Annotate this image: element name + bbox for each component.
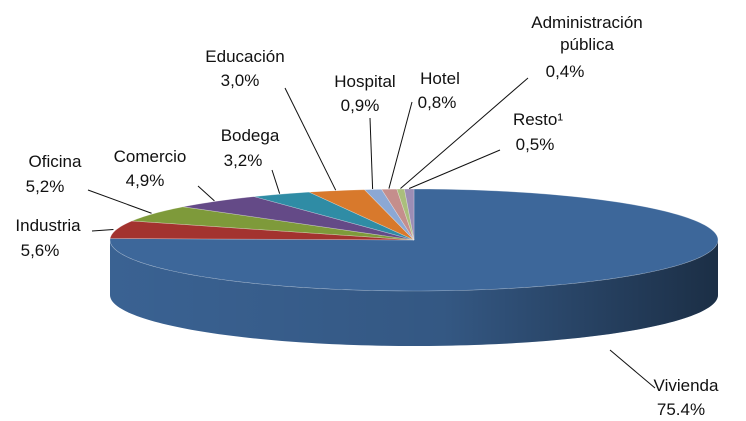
value-label: 0,8% <box>417 93 457 112</box>
category-label: Bodega <box>220 126 280 145</box>
leader-line <box>284 87 337 191</box>
leader-line <box>388 101 413 189</box>
slice-side-shade <box>110 240 718 346</box>
value-label: 0,4% <box>545 62 585 81</box>
leader-line <box>197 185 215 202</box>
slice <box>404 188 415 241</box>
leader-line <box>400 77 529 189</box>
leader-line <box>87 189 152 214</box>
value-label: 5,6% <box>20 241 60 260</box>
leader-line <box>408 149 501 189</box>
leader-line <box>91 228 114 232</box>
category-label: Oficina <box>28 152 82 171</box>
value-label: 0,5% <box>515 135 555 154</box>
value-label: 3,2% <box>223 151 263 170</box>
category-label: Resto¹ <box>512 110 564 129</box>
category-label: Vivienda <box>653 376 719 395</box>
value-label: 3,0% <box>220 71 260 90</box>
value-label: 75.4% <box>656 400 706 419</box>
category-label: Hotel <box>420 69 460 88</box>
leader-line <box>271 169 281 194</box>
slice <box>183 196 415 241</box>
slice <box>309 189 415 241</box>
slice <box>254 191 415 241</box>
category-label: Hospital <box>334 72 396 91</box>
leader-line <box>369 117 374 189</box>
slice <box>131 206 415 241</box>
category-label: Industria <box>15 216 81 235</box>
category-label: Educación <box>205 47 285 66</box>
value-label: 5,2% <box>25 177 65 196</box>
value-label: 4,9% <box>125 171 165 190</box>
category-label: Comercio <box>113 147 187 166</box>
leader-line <box>609 349 656 389</box>
value-label: 0,9% <box>340 96 380 115</box>
category-label: Administración pública <box>531 13 643 54</box>
slice <box>109 220 415 241</box>
